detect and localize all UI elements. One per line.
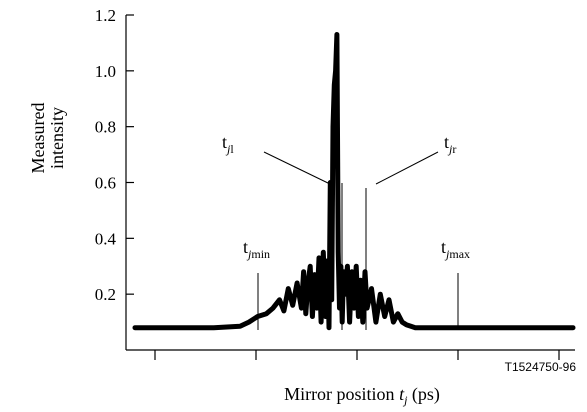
x-axis-label-sub: j — [402, 393, 408, 407]
x-axis-label-var: t — [399, 384, 405, 404]
y-tick-label-3: 0.8 — [95, 118, 116, 137]
y-ticks: 0.2 0.4 0.6 0.8 1.0 1.2 — [95, 6, 134, 304]
annotation-label-max: tjmax — [441, 237, 470, 261]
y-axis-label-line-2: intensity — [47, 107, 67, 169]
series-group — [132, 32, 576, 331]
x-axis-label-prefix: Mirror position — [284, 384, 399, 404]
figure-id: T1524750-96 — [505, 360, 577, 374]
annotation-label-r: tjr — [444, 132, 456, 156]
x-axis-label: Mirror position tj (ps) — [284, 384, 440, 407]
annotation-label-l: tjl — [222, 132, 234, 156]
annotation-leader-r — [375, 151, 439, 185]
annotation-label-min: tjmin — [243, 237, 270, 261]
y-axis-label-line-1: Measured — [28, 103, 48, 174]
x-axis-label-suffix: (ps) — [407, 384, 440, 405]
annotations: tjl tjr tjmin tjmax — [222, 132, 470, 330]
y-tick-label-4: 1.0 — [95, 62, 116, 81]
y-tick-label-1: 0.4 — [95, 229, 117, 248]
y-tick-label-2: 0.6 — [95, 174, 116, 193]
annotation-leader-l — [263, 151, 331, 185]
y-tick-label-5: 1.2 — [95, 6, 116, 25]
x-ticks — [154, 350, 560, 360]
y-tick-label-0: 0.2 — [95, 285, 116, 304]
series-line-shadow-0 — [135, 33, 574, 330]
